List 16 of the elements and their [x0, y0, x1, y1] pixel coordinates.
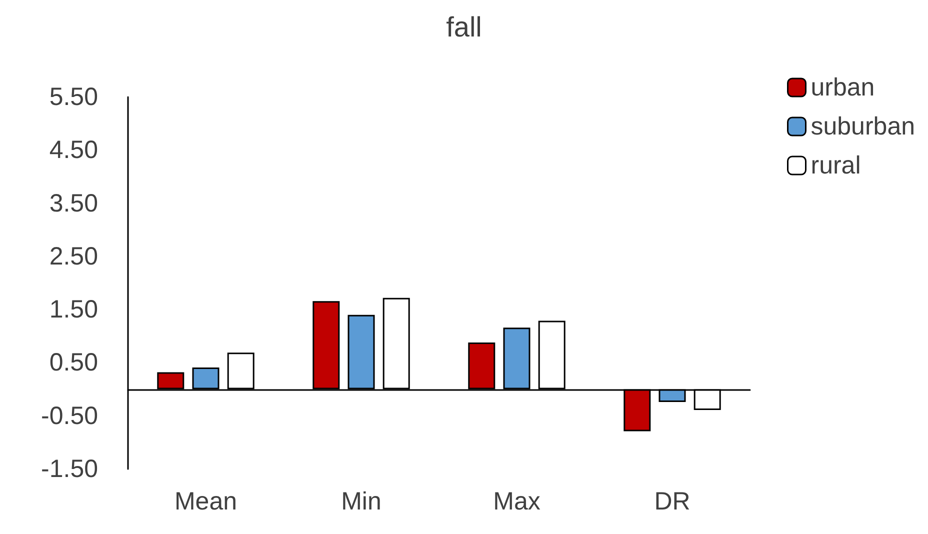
x-tick-label: Max: [493, 488, 541, 516]
y-tick-label: 3.50: [49, 189, 98, 218]
x-tick-label: DR: [654, 488, 690, 516]
legend-label: urban: [810, 74, 875, 102]
chart-title: fall: [446, 12, 482, 42]
y-tick-label: 5.50: [49, 83, 98, 111]
legend-label: rural: [810, 152, 861, 180]
x-tick-label: Min: [341, 488, 382, 516]
y-tick-label: -1.50: [41, 455, 98, 483]
y-tick-label: -0.50: [41, 402, 98, 430]
y-tick-label: 0.50: [49, 348, 98, 377]
y-tick-label: 1.50: [49, 296, 98, 324]
y-tick-label: 2.50: [49, 242, 98, 270]
legend-label: suburban: [810, 112, 915, 140]
x-tick-label: Mean: [174, 488, 238, 516]
y-tick-label: 4.50: [49, 136, 98, 164]
